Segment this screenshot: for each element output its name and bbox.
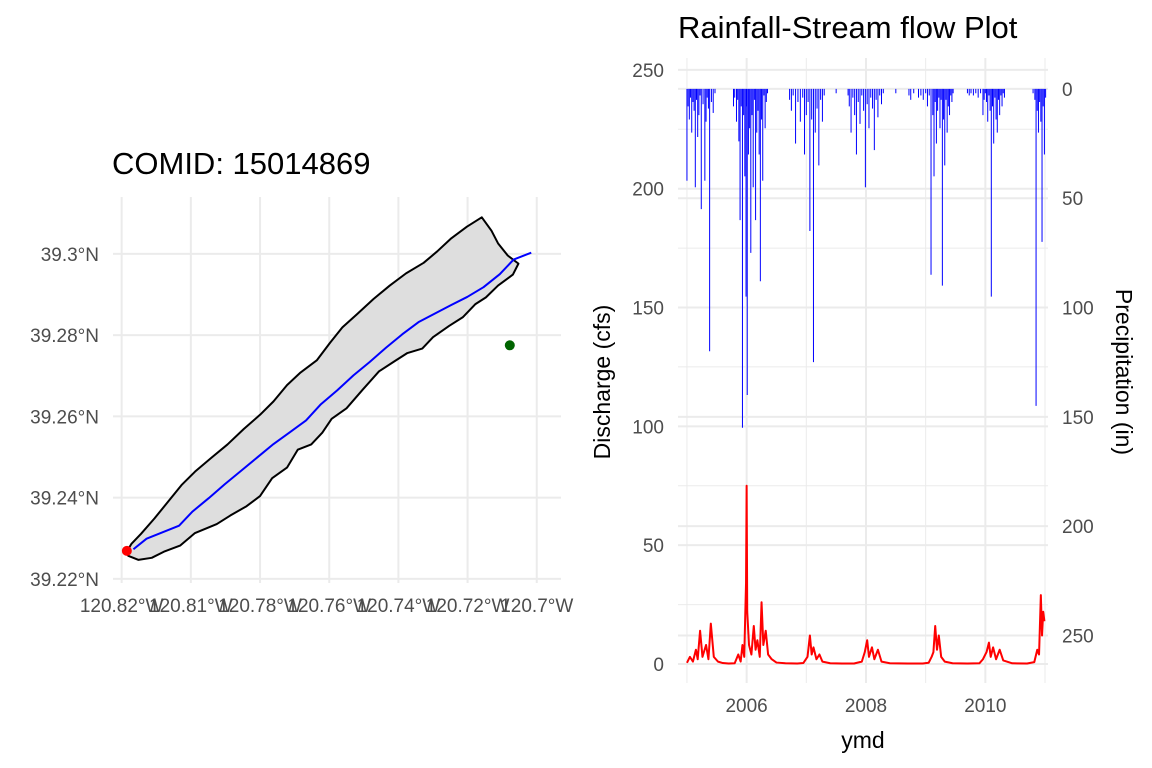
hydro-x-tick-label: 2010	[964, 696, 1006, 717]
map-x-tick-label: 120.81°W	[149, 596, 233, 617]
y-axis-title: Discharge (cfs)	[589, 305, 615, 460]
map-panel: COMID: 15014869 120.82°W120.81°W120.78°W…	[30, 146, 573, 617]
hydro-y2-tick-label: 150	[1062, 408, 1094, 429]
map-y-tick-label: 39.24°N	[30, 489, 99, 510]
map-x-tick-label: 120.78°W	[218, 596, 302, 617]
hydro-y-tick-label: 250	[632, 61, 664, 82]
map-y-tick-label: 39.3°N	[41, 245, 99, 266]
map-x-tick-label: 120.76°W	[287, 596, 371, 617]
hydro-x-tick-label: 2008	[845, 696, 887, 717]
map-x-tick-label: 120.74°W	[357, 596, 441, 617]
hydro-y2-tick-label: 100	[1062, 299, 1094, 320]
hydro-y-tick-label: 200	[632, 180, 664, 201]
map-x-tick-labels: 120.82°W120.81°W120.78°W120.76°W120.74°W…	[80, 596, 574, 617]
precipitation-bars	[686, 88, 1047, 428]
map-x-tick-label: 120.72°W	[426, 596, 510, 617]
hydro-y-tick-label: 0	[653, 655, 664, 676]
hydro-gridlines	[678, 58, 1048, 683]
hydro-y2-tick-label: 50	[1062, 189, 1083, 210]
map-x-tick-label: 120.82°W	[80, 596, 164, 617]
map-points	[121, 340, 515, 556]
hydro-y-tick-label: 100	[632, 417, 664, 438]
x-axis-title: ymd	[841, 727, 884, 753]
hydro-y-tick-labels: 0 50 100 150 200 250	[632, 61, 664, 676]
outlet-point	[121, 545, 132, 556]
hydro-y2-tick-labels: 0 50 100 150 200 250	[1062, 80, 1094, 648]
gage-point	[504, 340, 515, 351]
hydro-y-tick-label: 150	[632, 299, 664, 320]
watershed-boundary	[125, 216, 520, 561]
hydro-title: Rainfall-Stream flow Plot	[678, 10, 1018, 45]
hydro-x-tick-labels: 2006 2008 2010	[725, 696, 1006, 717]
map-y-tick-labels: 39.22°N 39.24°N 39.26°N 39.28°N 39.3°N	[30, 245, 99, 591]
discharge-line	[686, 484, 1046, 665]
map-title: COMID: 15014869	[112, 146, 370, 181]
map-y-tick-label: 39.22°N	[30, 570, 99, 591]
flowline	[132, 251, 532, 551]
map-y-tick-label: 39.26°N	[30, 407, 99, 428]
map-x-tick-label: 120.7°W	[500, 596, 573, 617]
hydro-y2-tick-label: 0	[1062, 80, 1073, 101]
hydro-y2-tick-label: 250	[1062, 626, 1094, 647]
hydro-y-tick-label: 50	[643, 536, 664, 557]
y2-axis-title: Precipitation (in)	[1111, 289, 1137, 455]
hydro-y2-tick-label: 200	[1062, 517, 1094, 538]
hydro-x-tick-label: 2006	[725, 696, 767, 717]
hydrograph-panel: Rainfall-Stream flow Plot 0 50 100 150 200 25…	[589, 10, 1137, 753]
map-y-tick-label: 39.28°N	[30, 326, 99, 347]
